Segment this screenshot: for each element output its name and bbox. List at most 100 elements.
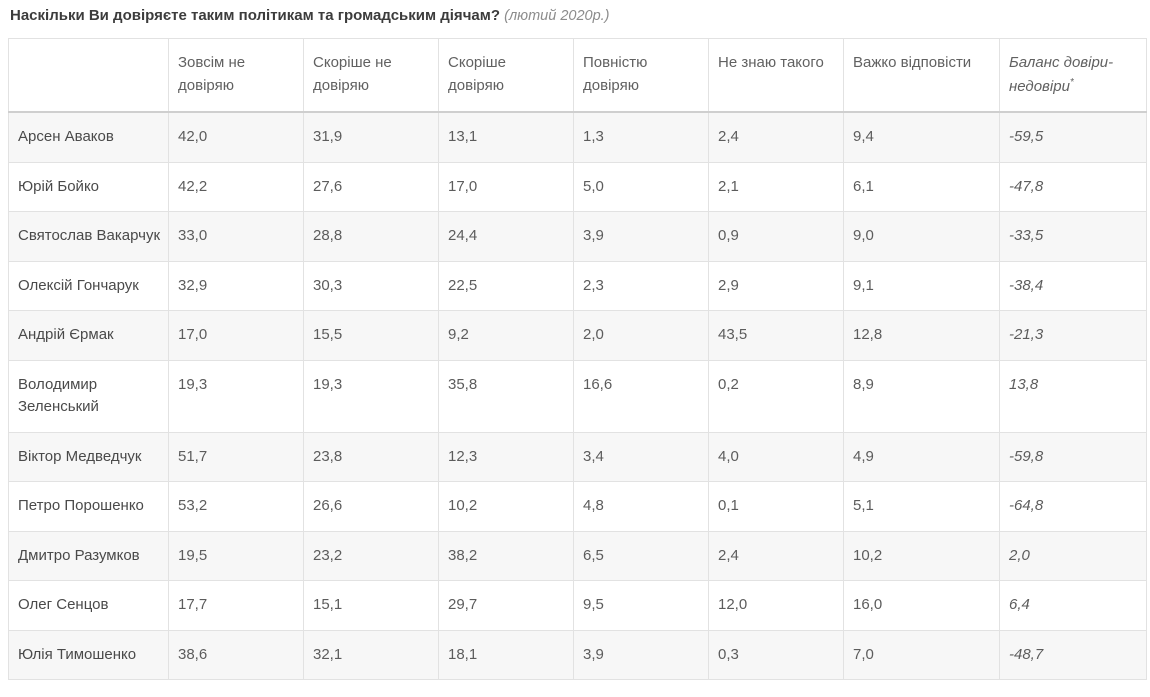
value-cell: 17,7 [168, 580, 304, 631]
column-header: Повністю довіряю [573, 38, 709, 114]
title-question: Наскільки Ви довіряєте таким політикам т… [10, 7, 500, 24]
value-cell: 43,5 [708, 310, 844, 361]
value-cell: 27,6 [303, 161, 439, 213]
value-cell: 9,0 [843, 211, 1000, 262]
value-cell: 4,9 [843, 431, 1000, 483]
value-cell: 15,1 [303, 580, 439, 631]
value-cell: 12,3 [438, 431, 574, 483]
value-cell: 42,0 [168, 111, 304, 163]
value-cell: 1,3 [573, 111, 709, 163]
politician-name: Святослав Вакарчук [8, 211, 169, 262]
value-cell: 16,0 [843, 580, 1000, 631]
value-cell: 6,5 [573, 530, 709, 582]
trust-table: Зовсім не довіряю Скоріше не довіряю Скорі… [8, 38, 1147, 681]
balance-cell: -59,8 [999, 431, 1147, 483]
title-period: (лютий 2020р.) [504, 8, 610, 24]
balance-cell: -64,8 [999, 481, 1147, 532]
table-body: Арсен Аваков 42,0 31,9 13,1 1,3 2,4 9,4 -59,5 Юр… [8, 111, 1147, 681]
politician-name: Олексій Гончарук [8, 260, 169, 312]
value-cell: 9,2 [438, 310, 574, 361]
value-cell: 9,1 [843, 260, 1000, 312]
value-cell: 42,2 [168, 161, 304, 213]
value-cell: 5,0 [573, 161, 709, 213]
footnote-mark: * [1069, 76, 1074, 88]
column-header: Не знаю такого [708, 38, 844, 114]
value-cell: 53,2 [168, 481, 304, 532]
value-cell: 28,8 [303, 211, 439, 262]
value-cell: 23,8 [303, 431, 439, 483]
balance-cell: 6,4 [999, 580, 1147, 631]
table-row: Арсен Аваков 42,0 31,9 13,1 1,3 2,4 9,4 -59,5 [8, 111, 1147, 163]
balance-cell: -33,5 [999, 211, 1147, 262]
politician-name: Олег Сенцов [8, 580, 169, 631]
table-row: Олег Сенцов 17,7 15,1 29,7 9,5 12,0 16,0 6,4 [8, 580, 1147, 631]
value-cell: 9,4 [843, 111, 1000, 163]
value-cell: 23,2 [303, 530, 439, 582]
value-cell: 6,1 [843, 161, 1000, 213]
value-cell: 22,5 [438, 260, 574, 312]
value-cell: 38,2 [438, 530, 574, 582]
table-row: Юрій Бойко 42,2 27,6 17,0 5,0 2,1 6,1 -47,8 [8, 161, 1147, 213]
value-cell: 12,0 [708, 580, 844, 631]
politician-name: Юрій Бойко [8, 161, 169, 213]
value-cell: 4,0 [708, 431, 844, 483]
balance-cell: -38,4 [999, 260, 1147, 312]
table-row: Володимир Зеленський 19,3 19,3 35,8 16,6 0,2 8… [8, 359, 1147, 433]
value-cell: 15,5 [303, 310, 439, 361]
value-cell: 29,7 [438, 580, 574, 631]
table-row: Святослав Вакарчук 33,0 28,8 24,4 3,9 0,9 9,0-… [8, 211, 1147, 262]
value-cell: 10,2 [438, 481, 574, 532]
table-header: Зовсім не довіряю Скоріше не довіряю Скорі… [8, 38, 1147, 114]
table-row: Андрій Єрмак 17,0 15,5 9,2 2,0 43,5 12,8 -21,3 [8, 310, 1147, 361]
value-cell: 0,1 [708, 481, 844, 532]
balance-cell: 2,0 [999, 530, 1147, 582]
column-header: Важко відповісти [843, 38, 1000, 114]
value-cell: 13,1 [438, 111, 574, 163]
politician-name: Віктор Медведчук [8, 431, 169, 483]
value-cell: 19,5 [168, 530, 304, 582]
politician-name: Арсен Аваков [8, 111, 169, 163]
value-cell: 0,3 [708, 629, 844, 681]
value-cell: 8,9 [843, 359, 1000, 433]
value-cell: 3,9 [573, 211, 709, 262]
column-header: Скоріше довіряю [438, 38, 574, 114]
balance-cell: -21,3 [999, 310, 1147, 361]
balance-cell: -48,7 [999, 629, 1147, 681]
value-cell: 51,7 [168, 431, 304, 483]
value-cell: 2,4 [708, 530, 844, 582]
value-cell: 10,2 [843, 530, 1000, 582]
value-cell: 9,5 [573, 580, 709, 631]
value-cell: 31,9 [303, 111, 439, 163]
column-header: Зовсім не довіряю [168, 38, 304, 114]
value-cell: 3,4 [573, 431, 709, 483]
value-cell: 4,8 [573, 481, 709, 532]
balance-cell: 13,8 [999, 359, 1147, 433]
table-row: Юлія Тимошенко 38,6 32,1 18,1 3,9 0,3 7,0 -48,7 [8, 629, 1147, 681]
header-row: Зовсім не довіряю Скоріше не довіряю Скорі… [8, 38, 1147, 114]
value-cell: 26,6 [303, 481, 439, 532]
value-cell: 30,3 [303, 260, 439, 312]
value-cell: 7,0 [843, 629, 1000, 681]
value-cell: 33,0 [168, 211, 304, 262]
politician-name: Юлія Тимошенко [8, 629, 169, 681]
politician-name: Андрій Єрмак [8, 310, 169, 361]
value-cell: 16,6 [573, 359, 709, 433]
value-cell: 19,3 [168, 359, 304, 433]
table-row: Олексій Гончарук 32,9 30,3 22,5 2,3 2,9 9,1 -38… [8, 260, 1147, 312]
value-cell: 17,0 [168, 310, 304, 361]
value-cell: 38,6 [168, 629, 304, 681]
balance-cell: -47,8 [999, 161, 1147, 213]
page-title: Наскільки Ви довіряєте таким політикам т… [0, 0, 1150, 38]
table-row: Петро Порошенко 53,2 26,6 10,2 4,8 0,1 5,1 -64,… [8, 481, 1147, 532]
column-header: Баланс довіри-недовіри* [999, 38, 1147, 114]
column-header-empty [8, 38, 169, 114]
balance-cell: -59,5 [999, 111, 1147, 163]
table-row: Дмитро Разумков 19,5 23,2 38,2 6,5 2,4 10,2 2,0 [8, 530, 1147, 582]
value-cell: 2,1 [708, 161, 844, 213]
value-cell: 0,2 [708, 359, 844, 433]
value-cell: 0,9 [708, 211, 844, 262]
value-cell: 2,0 [573, 310, 709, 361]
value-cell: 32,1 [303, 629, 439, 681]
value-cell: 12,8 [843, 310, 1000, 361]
value-cell: 19,3 [303, 359, 439, 433]
